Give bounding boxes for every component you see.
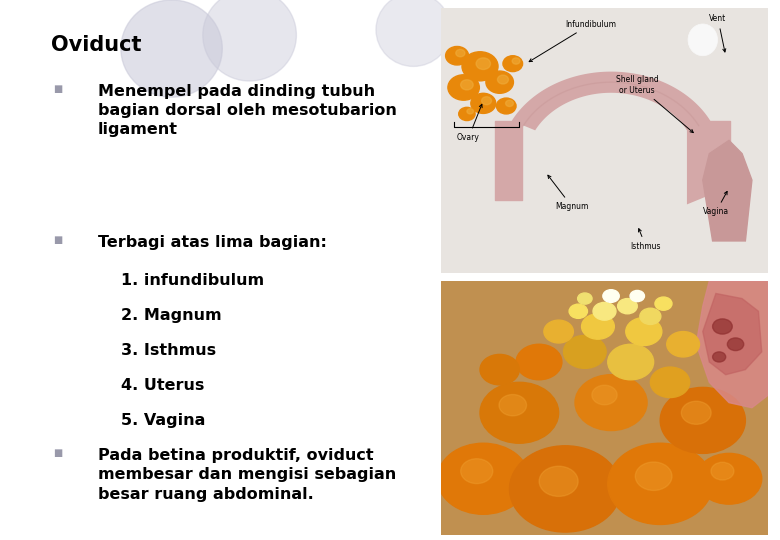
Circle shape [630,291,644,302]
Circle shape [603,289,619,302]
Circle shape [544,320,573,343]
Circle shape [582,314,615,339]
Circle shape [456,49,465,57]
Text: 5. Vagina: 5. Vagina [121,413,205,428]
Text: ■: ■ [53,235,62,245]
Circle shape [640,308,661,325]
Circle shape [471,93,496,113]
Circle shape [448,75,480,100]
Circle shape [713,352,725,362]
Text: Infundibulum: Infundibulum [529,19,616,62]
Circle shape [626,318,661,346]
Circle shape [516,345,562,380]
Circle shape [462,52,498,81]
Circle shape [713,319,732,334]
Ellipse shape [121,0,222,97]
Circle shape [486,71,513,93]
Ellipse shape [688,24,718,56]
Text: Pada betina produktif, oviduct
membesar dan mengisi sebagian
besar ruang abdomin: Pada betina produktif, oviduct membesar … [98,448,395,502]
Text: ■: ■ [53,84,62,94]
Circle shape [509,446,621,532]
Circle shape [467,109,473,114]
Text: Ovary: Ovary [457,104,482,143]
Circle shape [480,382,558,443]
Ellipse shape [203,0,296,81]
Text: ■: ■ [53,448,62,458]
Circle shape [681,401,711,424]
Circle shape [512,58,520,64]
Circle shape [660,387,746,454]
Circle shape [459,107,475,120]
Ellipse shape [376,0,451,66]
Circle shape [503,56,523,72]
Circle shape [578,293,592,304]
Text: 3. Isthmus: 3. Isthmus [121,343,216,358]
Circle shape [461,458,493,484]
Circle shape [499,395,526,416]
Text: Menempel pada dinding tubuh
bagian dorsal oleh mesotubarion
ligament: Menempel pada dinding tubuh bagian dorsa… [98,84,396,137]
Circle shape [667,332,700,357]
Circle shape [461,80,473,90]
Text: Vagina: Vagina [703,191,729,217]
Circle shape [655,297,672,310]
Circle shape [727,338,744,350]
Circle shape [505,100,513,106]
Polygon shape [703,294,762,375]
Polygon shape [512,72,711,205]
Polygon shape [697,281,768,408]
Circle shape [480,354,519,385]
Circle shape [711,462,734,480]
Circle shape [539,466,578,496]
Circle shape [575,375,647,430]
Circle shape [569,304,587,319]
Circle shape [563,335,606,368]
Circle shape [498,75,509,84]
Circle shape [697,454,762,504]
Circle shape [496,98,516,114]
Circle shape [592,385,617,405]
Circle shape [445,46,469,65]
Text: Isthmus: Isthmus [631,228,661,251]
Circle shape [651,367,690,397]
Text: 4. Uterus: 4. Uterus [121,378,204,393]
Polygon shape [703,140,752,241]
Circle shape [608,345,654,380]
Circle shape [635,462,672,490]
Circle shape [618,299,637,314]
Text: 1. infundibulum: 1. infundibulum [121,273,264,288]
Text: Terbagi atas lima bagian:: Terbagi atas lima bagian: [98,235,326,250]
Circle shape [481,97,491,105]
Text: Shell gland
or Uterus: Shell gland or Uterus [616,76,693,133]
Text: Magnum: Magnum [548,175,589,211]
Text: 2. Magnum: 2. Magnum [121,308,222,323]
Circle shape [608,443,713,524]
Text: Oviduct: Oviduct [51,35,141,55]
Circle shape [593,302,616,320]
Text: Vent: Vent [709,15,727,52]
Circle shape [476,58,491,70]
Circle shape [438,443,529,514]
